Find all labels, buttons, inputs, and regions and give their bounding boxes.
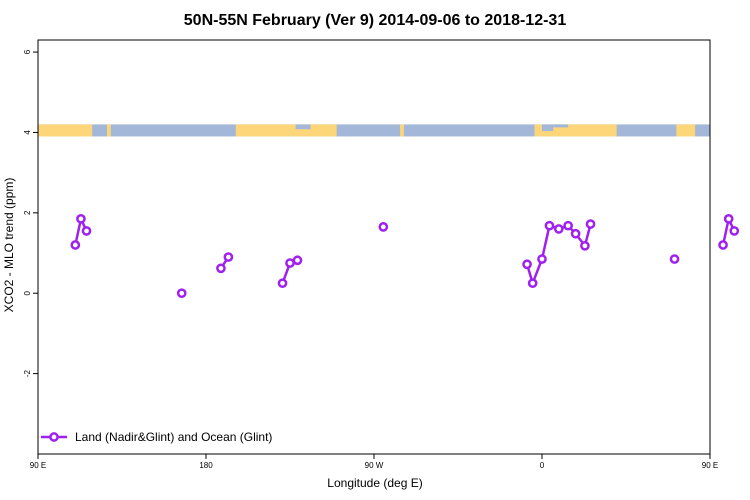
data-point — [277, 278, 288, 289]
data-point — [76, 214, 86, 224]
land-region — [107, 124, 111, 137]
data-point — [580, 240, 590, 251]
plot-frame — [37, 39, 711, 455]
land-ocean-band — [38, 124, 710, 137]
data-point — [378, 222, 389, 232]
data-point — [553, 224, 564, 234]
x-axis-label: Longitude (deg E) — [327, 476, 422, 490]
data-point — [585, 219, 596, 229]
coastline-detail — [542, 124, 554, 132]
series-layer — [70, 214, 740, 299]
data-point — [527, 278, 538, 289]
land-region — [38, 124, 93, 137]
legend-marker — [49, 432, 59, 442]
data-point — [176, 288, 187, 299]
legend-label: Land (Nadir&Glint) and Ocean (Glint) — [75, 430, 272, 444]
data-point — [216, 263, 226, 274]
x-tick-label: 180 — [199, 461, 213, 470]
y-tick-label: 6 — [23, 49, 32, 54]
y-tick-label: -2 — [23, 370, 32, 378]
y-tick-label: 4 — [23, 130, 32, 135]
coastline-detail — [553, 124, 569, 128]
y-tick-label: 0 — [23, 290, 32, 295]
data-point — [292, 255, 303, 266]
coastline-detail — [295, 124, 311, 130]
data-point — [669, 254, 680, 264]
data-point — [285, 258, 295, 268]
data-point — [570, 228, 581, 239]
data-point — [729, 226, 740, 236]
y-tick-label: 2 — [23, 210, 32, 215]
legend: Land (Nadir&Glint) and Ocean (Glint) — [41, 430, 272, 444]
data-point — [563, 220, 573, 231]
x-axis: 90 E 180 90 W 0 90 E — [30, 454, 718, 470]
y-axis-label: XCO2 - MLO trend (ppm) — [2, 178, 16, 313]
data-point — [718, 240, 728, 250]
x-tick-label: 90 E — [30, 461, 46, 470]
data-point — [723, 214, 734, 224]
land-region — [676, 124, 696, 137]
data-point — [537, 254, 547, 264]
data-point — [522, 259, 532, 270]
y-axis: -2 0 2 4 6 — [23, 49, 38, 377]
chart-title: 50N-55N February (Ver 9) 2014-09-06 to 2… — [184, 12, 567, 29]
data-point — [544, 220, 555, 231]
x-tick-label: 0 — [540, 461, 545, 470]
land-region — [400, 124, 404, 137]
land-region — [235, 124, 337, 137]
x-tick-label: 90 E — [702, 461, 718, 470]
data-point — [70, 240, 81, 250]
data-point — [81, 226, 92, 236]
x-tick-label: 90 W — [365, 461, 384, 470]
data-point — [223, 252, 234, 262]
